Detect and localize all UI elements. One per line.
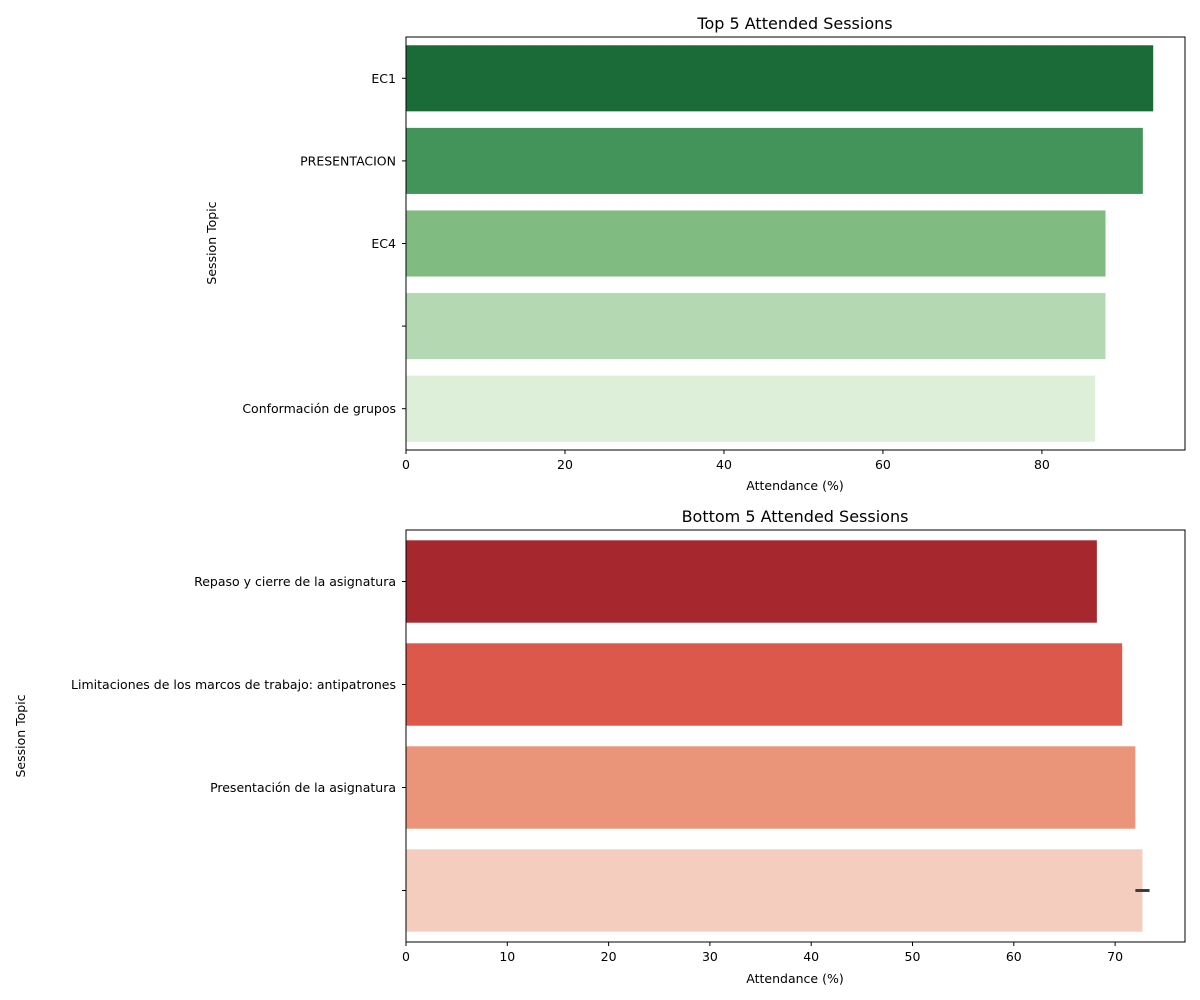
bottom-chart-y-ticks: Repaso y cierre de la asignatura Limitaci… bbox=[71, 574, 406, 891]
bot-xtick-label-6: 60 bbox=[1006, 949, 1022, 964]
bot-ytick-label-1: Limitaciones de los marcos de trabajo: a… bbox=[71, 677, 396, 692]
top-xtick-label-1: 20 bbox=[557, 457, 573, 472]
top-xtick-label-4: 80 bbox=[1034, 457, 1050, 472]
top-chart-ylabel: Session Topic bbox=[204, 201, 219, 284]
top-ytick-label-0: EC1 bbox=[371, 71, 396, 86]
bot-xtick-label-4: 40 bbox=[803, 949, 819, 964]
bot-ytick-label-2: Presentación de la asignatura bbox=[210, 780, 396, 795]
bot-xtick-label-5: 50 bbox=[905, 949, 921, 964]
top-ytick-label-1: PRESENTACION bbox=[300, 153, 396, 168]
bottom-chart-title: Bottom 5 Attended Sessions bbox=[682, 507, 909, 526]
bot-bar-2 bbox=[406, 746, 1136, 829]
bottom-chart-x-ticks: 0 10 20 30 40 50 60 70 bbox=[402, 942, 1123, 964]
bottom-chart: Bottom 5 Attended Sessions Repaso y cier… bbox=[13, 507, 1186, 986]
top-bar-2 bbox=[406, 210, 1106, 277]
bot-bar-0 bbox=[406, 540, 1097, 623]
top-ytick-label-2: EC4 bbox=[371, 236, 396, 251]
top-bar-1 bbox=[406, 127, 1143, 194]
bottom-chart-frame bbox=[405, 529, 1186, 943]
bottom-chart-xlabel: Attendance (%) bbox=[746, 971, 843, 986]
top-bar-3 bbox=[406, 293, 1106, 360]
top-xtick-label-3: 60 bbox=[875, 457, 891, 472]
top-xtick-label-0: 0 bbox=[402, 457, 410, 472]
bot-xtick-label-3: 30 bbox=[702, 949, 718, 964]
top-chart-frame bbox=[405, 36, 1186, 451]
bot-bar-1 bbox=[406, 643, 1123, 726]
bottom-chart-bars bbox=[406, 540, 1150, 932]
bot-ytick-label-0: Repaso y cierre de la asignatura bbox=[194, 574, 396, 589]
top-xtick-label-2: 40 bbox=[716, 457, 732, 472]
top-ytick-label-4: Conformación de grupos bbox=[242, 401, 396, 416]
top-chart-title: Top 5 Attended Sessions bbox=[696, 14, 892, 33]
top-bar-0 bbox=[406, 45, 1154, 112]
top-chart: Top 5 Attended Sessions EC1PRESENTACIONE… bbox=[204, 14, 1186, 493]
top-chart-xlabel: Attendance (%) bbox=[746, 478, 843, 493]
bot-xtick-label-2: 20 bbox=[601, 949, 617, 964]
bot-xtick-label-0: 0 bbox=[402, 949, 410, 964]
top-bar-4 bbox=[406, 375, 1096, 442]
top-chart-x-ticks: 0 20 40 60 80 bbox=[402, 450, 1050, 472]
bot-xtick-label-1: 10 bbox=[499, 949, 515, 964]
bot-bar-3 bbox=[406, 849, 1143, 932]
top-chart-y-ticks: EC1 PRESENTACION EC4 Conformación de grupos bbox=[242, 71, 406, 416]
top-chart-bars bbox=[406, 45, 1154, 442]
bot-xtick-label-7: 70 bbox=[1107, 949, 1123, 964]
bottom-chart-ylabel: Session Topic bbox=[13, 694, 28, 777]
